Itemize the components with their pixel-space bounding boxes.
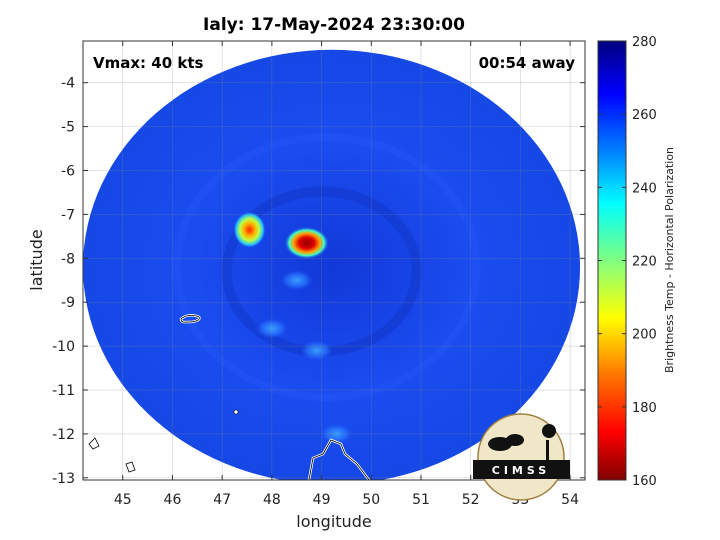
logo-tower-leg	[546, 440, 549, 462]
island-outline	[233, 409, 239, 415]
tick-marks: 45464748495051525354-4-5-6-7-8-9-10-11-1…	[52, 41, 585, 508]
feature-4	[300, 340, 333, 361]
island-outline	[88, 437, 136, 473]
colorbar-tick-label: 200	[632, 328, 657, 343]
x-tick-label: 54	[561, 492, 579, 508]
y-tick-label: -9	[61, 295, 75, 311]
x-tick-label: 51	[412, 492, 430, 508]
colorbar-label: Brightness Temp - Horizontal Polarizatio…	[663, 147, 676, 373]
map-axes[interactable]: 45464748495051525354-4-5-6-7-8-9-10-11-1…	[52, 40, 586, 508]
y-tick-label: -13	[52, 471, 75, 487]
feature-1	[233, 211, 266, 248]
y-tick-label: -4	[61, 76, 75, 92]
x-tick-label: 49	[313, 492, 331, 508]
logo-tower-tank	[542, 424, 556, 438]
vmax-annotation: Vmax: 40 kts	[93, 54, 203, 72]
colorbar-tick-label: 220	[632, 255, 657, 270]
axes-frame	[82, 40, 586, 481]
colorbar-ticks: 280 260 240 220 200 180 160	[598, 35, 657, 489]
x-tick-label: 52	[462, 492, 480, 508]
logo-dish-2	[506, 434, 524, 446]
feature-3	[255, 318, 288, 339]
logo-dish	[488, 437, 512, 451]
colorbar-tick-label: 240	[632, 181, 657, 196]
feature-5	[320, 423, 353, 444]
colorbar-tick-label: 180	[632, 401, 657, 416]
colorbar-tick-label: 160	[632, 474, 657, 489]
chart-title: Ialy: 17-May-2024 23:30:00	[203, 15, 465, 35]
colorbar-gradient	[597, 40, 627, 481]
logo-bar	[473, 460, 570, 479]
y-tick-label: -10	[52, 339, 75, 355]
island-outline	[308, 439, 370, 480]
feature-0	[284, 226, 329, 259]
y-tick-label: -12	[52, 427, 75, 443]
swath-disc	[83, 49, 580, 480]
colorbar-tick-label: 260	[632, 108, 657, 123]
y-tick-label: -5	[61, 120, 75, 136]
logo-text: CIMSS	[492, 464, 550, 477]
x-tick-label: 50	[362, 492, 380, 508]
x-tick-label: 47	[213, 492, 231, 508]
x-tick-label: 48	[263, 492, 281, 508]
feature-2	[280, 270, 313, 291]
y-tick-label: -7	[61, 207, 75, 223]
y-tick-label: -11	[52, 383, 75, 399]
x-tick-label: 45	[114, 492, 132, 508]
x-tick-label: 46	[164, 492, 182, 508]
colorbar-tick-label: 280	[632, 35, 657, 50]
x-axis-label: longitude	[296, 512, 371, 531]
island-outline	[180, 314, 200, 323]
y-tick-label: -6	[61, 164, 75, 180]
swath-ring	[172, 133, 481, 402]
y-axis-label: latitude	[27, 229, 46, 290]
y-tick-label: -8	[61, 251, 75, 267]
satellite-swath	[83, 49, 580, 480]
time-away-annotation: 00:54 away	[479, 54, 576, 72]
colorbar: 280 260 240 220 200 180 160 Brightness Temp - …	[597, 35, 676, 489]
cimss-logo: CIMSS	[473, 413, 570, 501]
